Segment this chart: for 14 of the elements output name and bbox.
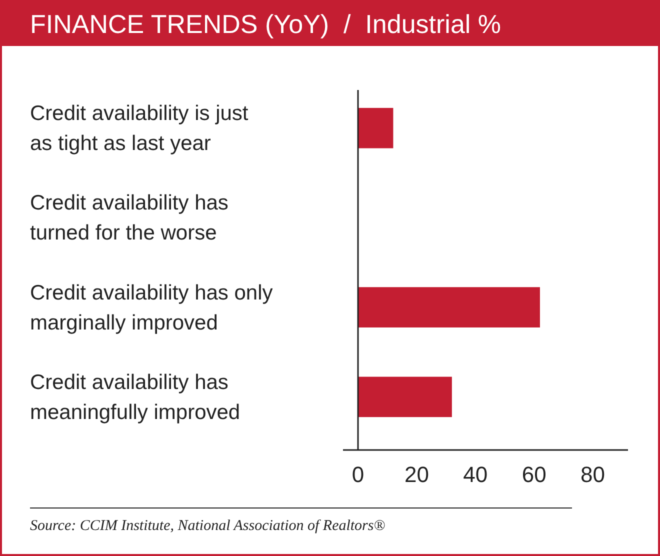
x-tick-label: 60 [522, 462, 546, 487]
chart-title: FINANCE TRENDS (YoY) / Industrial % [30, 9, 502, 39]
source-note: Source: CCIM Institute, National Association of Realtors® [30, 518, 386, 534]
x-tick-label: 40 [463, 462, 488, 487]
bar [358, 287, 540, 328]
y-tick-label: Credit availability is just as tight as last year [30, 102, 248, 156]
x-tick-label: 80 [580, 462, 606, 487]
x-tick-label: 20 [404, 462, 429, 487]
x-tick-label: 0 [352, 462, 364, 487]
y-tick-label: Credit availability has only marginally improved [30, 281, 274, 334]
bar [358, 108, 394, 148]
y-tick-label: Credit availability has turned for the worse [30, 192, 228, 245]
y-tick-label: Credit availability has meaningfully improved [30, 370, 240, 424]
bar [358, 376, 452, 418]
